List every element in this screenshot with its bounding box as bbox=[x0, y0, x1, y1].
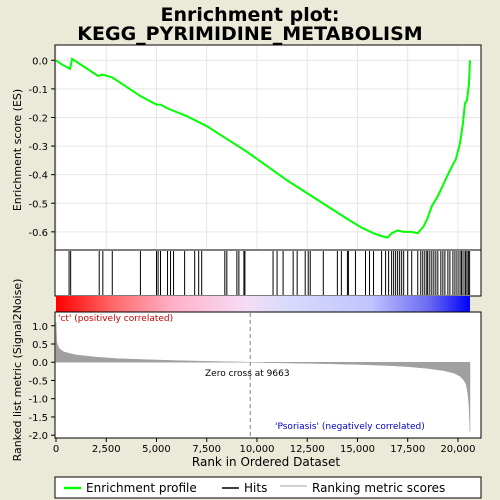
x-tick-label: 15,000 bbox=[340, 444, 375, 455]
metric-panel bbox=[54, 311, 482, 439]
es-y-tick-label: -0.3 bbox=[28, 142, 48, 153]
es-y-tick-label: -0.1 bbox=[28, 85, 48, 96]
rank-color-bar bbox=[56, 296, 470, 312]
metric-y-axis-label: Ranked list metric (Signal2Noise) bbox=[11, 279, 24, 462]
metric-y-tick-label: 0.0 bbox=[32, 358, 48, 369]
chart-title-line-1: Enrichment plot: bbox=[161, 4, 340, 26]
zero-cross-label: Zero cross at 9663 bbox=[205, 369, 290, 379]
negative-correlation-label: 'Psoriasis' (negatively correlated) bbox=[275, 422, 425, 432]
metric-y-tick-label: 0.5 bbox=[32, 340, 48, 351]
enrichment-profile-line bbox=[55, 57, 471, 239]
es-panel bbox=[54, 44, 482, 251]
x-axis: 0 2,500 5,000 7,500 10,000 12,500 15,000 17,500… bbox=[53, 438, 475, 455]
x-tick-label: 20,000 bbox=[440, 444, 475, 455]
x-tick-label: 17,500 bbox=[390, 444, 425, 455]
legend-profile-label: Enrichment profile bbox=[86, 481, 197, 495]
es-y-axis-label: Enrichment score (ES) bbox=[11, 89, 24, 211]
x-tick-label: 7,500 bbox=[192, 444, 221, 455]
metric-y-tick-label: -0.5 bbox=[28, 376, 48, 387]
hit-markers bbox=[68, 251, 471, 295]
ranking-metric-area bbox=[55, 322, 471, 432]
x-axis-label: Rank in Ordered Dataset bbox=[192, 455, 340, 469]
legend-box bbox=[54, 476, 482, 499]
es-y-tick-label: -0.2 bbox=[28, 113, 48, 124]
metric-y-tick-label: -2.0 bbox=[28, 431, 48, 442]
es-y-tick-label: -0.6 bbox=[28, 228, 48, 239]
x-tick-label: 2,500 bbox=[92, 444, 121, 455]
x-tick-label: 10,000 bbox=[239, 444, 274, 455]
es-y-tick-label: -0.5 bbox=[28, 199, 48, 210]
es-y-tick-label: 0.0 bbox=[32, 56, 48, 67]
x-tick-label: 5,000 bbox=[142, 444, 171, 455]
metric-y-axis: 1.0 0.5 0.0 -0.5 -1.0 -1.5 -2.0 bbox=[28, 322, 55, 442]
x-tick-label: 12,500 bbox=[290, 444, 325, 455]
metric-y-tick-label: 1.0 bbox=[32, 322, 48, 333]
es-gridlines bbox=[55, 46, 480, 249]
x-tick-label: 0 bbox=[53, 444, 59, 455]
positive-correlation-label: 'ct' (positively correlated) bbox=[58, 314, 173, 324]
es-y-axis: 0.0 -0.1 -0.2 -0.3 -0.4 -0.5 -0.6 bbox=[28, 56, 55, 239]
metric-y-tick-label: -1.0 bbox=[28, 395, 48, 406]
hits-panel bbox=[54, 249, 482, 297]
metric-y-tick-label: -1.5 bbox=[28, 413, 48, 424]
es-y-tick-label: -0.4 bbox=[28, 171, 48, 182]
chart-title-line-2: KEGG_PYRIMIDINE_METABOLISM bbox=[77, 23, 422, 45]
legend-metric-label: Ranking metric scores bbox=[312, 481, 445, 495]
legend-hits-label: Hits bbox=[244, 481, 267, 495]
